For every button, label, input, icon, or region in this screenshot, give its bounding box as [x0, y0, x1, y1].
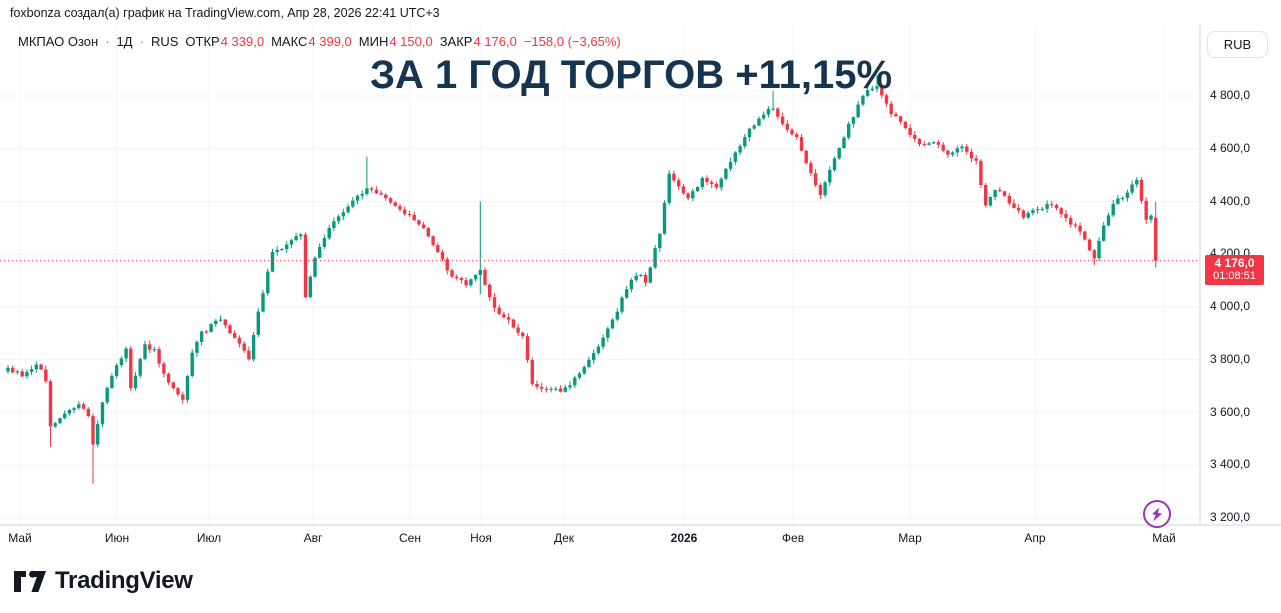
last-price-value: 4 176,0	[1214, 255, 1255, 270]
price-axis[interactable]: 4 800,0 4 600,0 4 400,0 4 200,0 4 000,0 3 800…	[1200, 25, 1281, 525]
time-tick-label: Май	[1152, 531, 1176, 545]
bar-countdown-timer: 01:08:51	[1213, 269, 1256, 282]
price-tick-label: 4 800,0	[1210, 88, 1251, 102]
flash-button[interactable]	[1140, 497, 1174, 531]
close-label: ЗАКР	[439, 34, 473, 49]
high-value: 4 399,0	[308, 34, 352, 49]
currency-button[interactable]: RUB	[1207, 31, 1268, 58]
time-tick-label: Фев	[781, 531, 805, 545]
chart-annotation-title: ЗА 1 ГОД ТОРГОВ +11,15%	[369, 53, 893, 97]
close-field: ЗАКР 4 176,0	[440, 34, 517, 49]
tradingview-wordmark: TradingView	[55, 567, 193, 594]
low-value: 4 150,0	[389, 34, 433, 49]
price-tick-label: 3 400,0	[1210, 457, 1251, 472]
close-value: 4 176,0	[473, 34, 517, 49]
open-label: ОТКР	[185, 34, 220, 49]
change-value: −158,0 (−3,65%)	[523, 34, 621, 49]
time-tick-label: Май	[8, 531, 32, 545]
legend-separator: ·	[105, 34, 110, 49]
price-tick-label: 4 000,0	[1210, 299, 1251, 313]
tradingview-logo[interactable]: TradingView	[13, 567, 193, 595]
lightning-bolt-icon	[1150, 505, 1165, 522]
time-tick-label: 2026	[670, 531, 698, 545]
time-tick-label: Июл	[196, 531, 222, 545]
interval-label[interactable]: 1Д	[116, 34, 133, 49]
time-tick-label: Апр	[1024, 531, 1046, 545]
price-tick-label: 3 800,0	[1210, 351, 1251, 366]
legend-separator: ·	[139, 34, 144, 49]
low-field: МИН 4 150,0	[359, 34, 433, 49]
time-tick-label: Мар	[898, 531, 922, 545]
last-price-badge[interactable]: 4 176,0 01:08:51	[1205, 254, 1264, 285]
time-tick-label: Авг	[303, 531, 323, 545]
time-tick-label: Ноя	[470, 531, 492, 545]
price-tick-label: 4 400,0	[1210, 193, 1251, 208]
open-field: ОТКР 4 339,0	[185, 34, 264, 49]
exchange-label: RUS	[150, 34, 179, 49]
time-axis[interactable]: Май Июн Июл Авг Сен Ноя Дек 2026 Фев Мар Апр Май	[0, 525, 1281, 555]
high-field: МАКС 4 399,0	[271, 34, 352, 49]
symbol-legend: МКПАО Озон · 1Д · RUS ОТКР 4 339,0 МАКС …	[18, 34, 621, 49]
price-tick-label: 3 200,0	[1210, 510, 1251, 524]
time-tick-label: Июн	[104, 531, 130, 545]
attribution-text: foxbonza создал(а) график на TradingView…	[10, 6, 440, 20]
time-tick-label: Дек	[553, 531, 575, 545]
time-tick-label: Сен	[399, 531, 421, 545]
low-label: МИН	[358, 34, 389, 49]
symbol-name[interactable]: МКПАО Озон	[18, 34, 99, 49]
open-value: 4 339,0	[220, 34, 265, 49]
price-tick-label: 4 600,0	[1210, 140, 1251, 155]
tradingview-logo-icon	[13, 570, 47, 593]
high-label: МАКС	[271, 34, 308, 49]
price-tick-label: 3 600,0	[1210, 404, 1251, 419]
